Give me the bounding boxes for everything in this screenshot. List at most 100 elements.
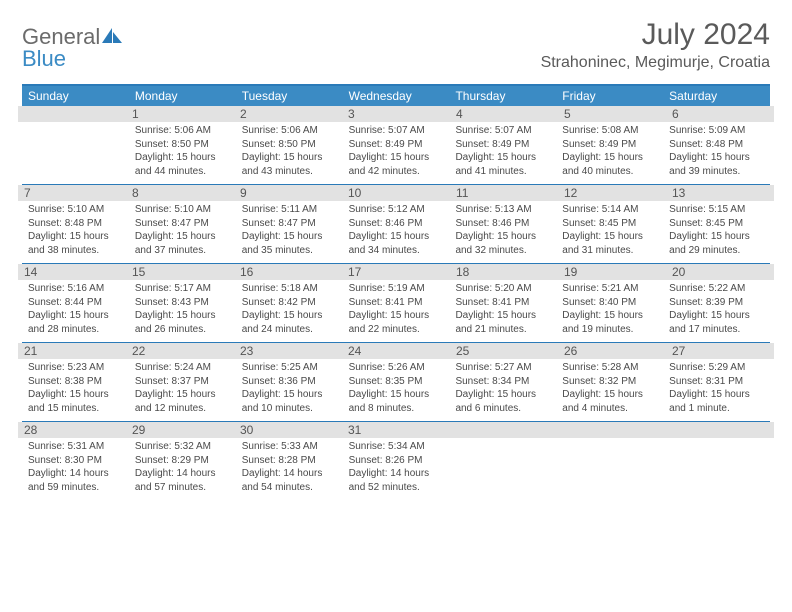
week-row: 21222324252627Sunrise: 5:23 AMSunset: 8:… — [22, 343, 770, 422]
day-cell — [556, 440, 663, 500]
day-info: Sunrise: 5:33 AMSunset: 8:28 PMDaylight:… — [240, 440, 339, 494]
location-text: Strahoninec, Megimurje, Croatia — [541, 54, 770, 72]
sunrise-line: Sunrise: 5:07 AM — [455, 124, 550, 138]
day-header: Friday — [556, 86, 663, 106]
daylight-line: Daylight: 14 hours and 57 minutes. — [135, 467, 230, 494]
sunrise-line: Sunrise: 5:24 AM — [135, 361, 230, 375]
sunrise-line: Sunrise: 5:28 AM — [562, 361, 657, 375]
day-cell: Sunrise: 5:26 AMSunset: 8:35 PMDaylight:… — [343, 361, 450, 421]
sunset-line: Sunset: 8:28 PM — [242, 454, 337, 468]
day-info: Sunrise: 5:07 AMSunset: 8:49 PMDaylight:… — [347, 124, 446, 178]
calendar: SundayMondayTuesdayWednesdayThursdayFrid… — [22, 84, 770, 500]
sunset-line: Sunset: 8:29 PM — [135, 454, 230, 468]
daylight-line: Daylight: 15 hours and 41 minutes. — [455, 151, 550, 178]
day-cell — [663, 440, 770, 500]
day-info: Sunrise: 5:12 AMSunset: 8:46 PMDaylight:… — [347, 203, 446, 257]
day-cell: Sunrise: 5:07 AMSunset: 8:49 PMDaylight:… — [343, 124, 450, 184]
sunset-line: Sunset: 8:49 PM — [455, 138, 550, 152]
daylight-line: Daylight: 15 hours and 15 minutes. — [28, 388, 123, 415]
day-number-band: 21222324252627 — [18, 343, 774, 359]
day-cell: Sunrise: 5:20 AMSunset: 8:41 PMDaylight:… — [449, 282, 556, 342]
day-number: 5 — [558, 106, 666, 122]
day-number: 14 — [18, 264, 126, 280]
day-info: Sunrise: 5:32 AMSunset: 8:29 PMDaylight:… — [133, 440, 232, 494]
sunset-line: Sunset: 8:49 PM — [349, 138, 444, 152]
daylight-line: Daylight: 15 hours and 8 minutes. — [349, 388, 444, 415]
daylight-line: Daylight: 14 hours and 52 minutes. — [349, 467, 444, 494]
sunrise-line: Sunrise: 5:25 AM — [242, 361, 337, 375]
day-cell — [22, 124, 129, 184]
day-cell: Sunrise: 5:09 AMSunset: 8:48 PMDaylight:… — [663, 124, 770, 184]
sunrise-line: Sunrise: 5:06 AM — [242, 124, 337, 138]
day-header: Wednesday — [343, 86, 450, 106]
day-number: 28 — [18, 422, 126, 438]
daylight-line: Daylight: 15 hours and 39 minutes. — [669, 151, 764, 178]
day-cell: Sunrise: 5:25 AMSunset: 8:36 PMDaylight:… — [236, 361, 343, 421]
sunrise-line: Sunrise: 5:08 AM — [562, 124, 657, 138]
sunset-line: Sunset: 8:46 PM — [455, 217, 550, 231]
day-cell: Sunrise: 5:10 AMSunset: 8:47 PMDaylight:… — [129, 203, 236, 263]
day-cell: Sunrise: 5:32 AMSunset: 8:29 PMDaylight:… — [129, 440, 236, 500]
day-number: 15 — [126, 264, 234, 280]
day-number: 25 — [450, 343, 558, 359]
day-cell: Sunrise: 5:29 AMSunset: 8:31 PMDaylight:… — [663, 361, 770, 421]
sunset-line: Sunset: 8:36 PM — [242, 375, 337, 389]
day-info: Sunrise: 5:26 AMSunset: 8:35 PMDaylight:… — [347, 361, 446, 415]
daylight-line: Daylight: 15 hours and 31 minutes. — [562, 230, 657, 257]
day-cell: Sunrise: 5:34 AMSunset: 8:26 PMDaylight:… — [343, 440, 450, 500]
sunset-line: Sunset: 8:50 PM — [135, 138, 230, 152]
daylight-line: Daylight: 15 hours and 22 minutes. — [349, 309, 444, 336]
day-cell: Sunrise: 5:14 AMSunset: 8:45 PMDaylight:… — [556, 203, 663, 263]
sunset-line: Sunset: 8:48 PM — [669, 138, 764, 152]
daylight-line: Daylight: 15 hours and 24 minutes. — [242, 309, 337, 336]
day-info: Sunrise: 5:29 AMSunset: 8:31 PMDaylight:… — [667, 361, 766, 415]
sunset-line: Sunset: 8:45 PM — [562, 217, 657, 231]
day-cell: Sunrise: 5:06 AMSunset: 8:50 PMDaylight:… — [129, 124, 236, 184]
logo-sail-icon — [102, 26, 124, 48]
sunset-line: Sunset: 8:45 PM — [669, 217, 764, 231]
day-number: 1 — [126, 106, 234, 122]
day-cell: Sunrise: 5:15 AMSunset: 8:45 PMDaylight:… — [663, 203, 770, 263]
logo: General Blue — [22, 18, 124, 70]
week-row: 14151617181920Sunrise: 5:16 AMSunset: 8:… — [22, 264, 770, 343]
sunset-line: Sunset: 8:38 PM — [28, 375, 123, 389]
day-cell: Sunrise: 5:11 AMSunset: 8:47 PMDaylight:… — [236, 203, 343, 263]
day-info: Sunrise: 5:19 AMSunset: 8:41 PMDaylight:… — [347, 282, 446, 336]
day-cell — [449, 440, 556, 500]
day-cell: Sunrise: 5:27 AMSunset: 8:34 PMDaylight:… — [449, 361, 556, 421]
day-number: 12 — [558, 185, 666, 201]
day-number-band: 14151617181920 — [18, 264, 774, 280]
day-info: Sunrise: 5:09 AMSunset: 8:48 PMDaylight:… — [667, 124, 766, 178]
page-header: General Blue July 2024 Strahoninec, Megi… — [22, 18, 770, 72]
sunrise-line: Sunrise: 5:11 AM — [242, 203, 337, 217]
day-number: 13 — [666, 185, 774, 201]
sunrise-line: Sunrise: 5:16 AM — [28, 282, 123, 296]
sunrise-line: Sunrise: 5:31 AM — [28, 440, 123, 454]
sunrise-line: Sunrise: 5:19 AM — [349, 282, 444, 296]
day-number: 31 — [342, 422, 450, 438]
sunrise-line: Sunrise: 5:20 AM — [455, 282, 550, 296]
sunrise-line: Sunrise: 5:33 AM — [242, 440, 337, 454]
day-number-band: 123456 — [18, 106, 774, 122]
day-number: 7 — [18, 185, 126, 201]
day-number-band: 28293031 — [18, 422, 774, 438]
day-header-row: SundayMondayTuesdayWednesdayThursdayFrid… — [22, 86, 770, 106]
daylight-line: Daylight: 14 hours and 59 minutes. — [28, 467, 123, 494]
day-cell: Sunrise: 5:08 AMSunset: 8:49 PMDaylight:… — [556, 124, 663, 184]
week-row: 28293031Sunrise: 5:31 AMSunset: 8:30 PMD… — [22, 422, 770, 500]
sunset-line: Sunset: 8:30 PM — [28, 454, 123, 468]
sunrise-line: Sunrise: 5:18 AM — [242, 282, 337, 296]
sunset-line: Sunset: 8:43 PM — [135, 296, 230, 310]
day-number: 22 — [126, 343, 234, 359]
day-cell: Sunrise: 5:21 AMSunset: 8:40 PMDaylight:… — [556, 282, 663, 342]
day-number: 17 — [342, 264, 450, 280]
daylight-line: Daylight: 15 hours and 35 minutes. — [242, 230, 337, 257]
sunrise-line: Sunrise: 5:13 AM — [455, 203, 550, 217]
day-info: Sunrise: 5:18 AMSunset: 8:42 PMDaylight:… — [240, 282, 339, 336]
sunrise-line: Sunrise: 5:32 AM — [135, 440, 230, 454]
sunrise-line: Sunrise: 5:10 AM — [135, 203, 230, 217]
day-info: Sunrise: 5:17 AMSunset: 8:43 PMDaylight:… — [133, 282, 232, 336]
day-info: Sunrise: 5:25 AMSunset: 8:36 PMDaylight:… — [240, 361, 339, 415]
sunrise-line: Sunrise: 5:14 AM — [562, 203, 657, 217]
sunrise-line: Sunrise: 5:10 AM — [28, 203, 123, 217]
